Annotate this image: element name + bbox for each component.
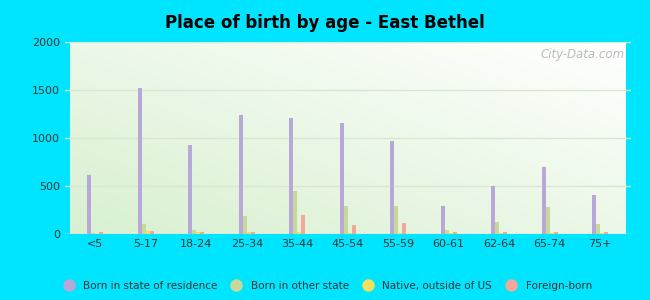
Bar	[402, 224, 406, 234]
Bar	[596, 224, 600, 234]
Bar	[554, 232, 558, 234]
Bar	[390, 141, 394, 234]
Bar	[495, 223, 499, 234]
Bar	[99, 232, 103, 234]
Bar	[491, 186, 495, 234]
Bar	[200, 232, 204, 234]
Bar	[150, 231, 154, 234]
Bar	[541, 167, 546, 234]
Bar	[445, 230, 448, 234]
Bar	[592, 195, 596, 234]
Bar	[239, 115, 242, 234]
Bar	[242, 216, 247, 234]
Bar	[453, 232, 457, 234]
Bar	[352, 225, 356, 234]
Bar	[550, 233, 554, 234]
Bar	[138, 88, 142, 234]
Bar	[196, 232, 200, 234]
Text: Place of birth by age - East Bethel: Place of birth by age - East Bethel	[165, 14, 485, 32]
Bar	[96, 233, 99, 234]
Bar	[394, 206, 398, 234]
Bar	[441, 206, 445, 234]
Bar	[344, 206, 348, 234]
Bar	[499, 233, 503, 234]
Bar	[546, 207, 550, 234]
Bar	[340, 123, 344, 234]
Bar	[302, 215, 306, 234]
Bar	[289, 118, 293, 234]
Legend: Born in state of residence, Born in other state, Native, outside of US, Foreign-: Born in state of residence, Born in othe…	[54, 277, 596, 295]
Bar	[297, 232, 302, 234]
Bar	[503, 232, 507, 234]
Bar	[251, 232, 255, 234]
Bar	[91, 232, 96, 234]
Bar	[142, 224, 146, 234]
Bar	[600, 233, 604, 234]
Bar	[188, 145, 192, 234]
Bar	[398, 233, 402, 234]
Bar	[293, 191, 297, 234]
Bar	[192, 230, 196, 234]
Bar	[448, 233, 453, 234]
Bar	[146, 231, 150, 234]
Bar	[348, 233, 352, 234]
Bar	[604, 232, 608, 234]
Text: City-Data.com: City-Data.com	[541, 48, 625, 61]
Bar	[247, 232, 251, 234]
Bar	[87, 176, 91, 234]
